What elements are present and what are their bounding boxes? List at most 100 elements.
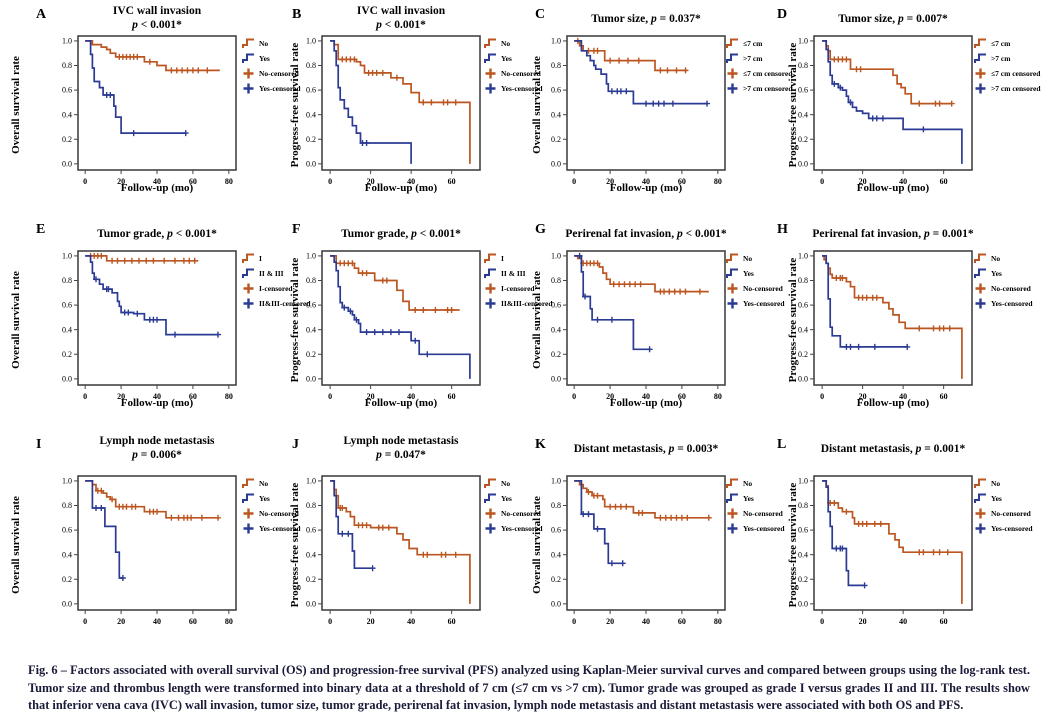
y-tick-label: 0.0 <box>62 374 72 383</box>
x-tick-label: 20 <box>859 617 867 626</box>
censor-marks-Yes <box>339 530 376 572</box>
legend-item: No <box>483 36 578 51</box>
legend-label: ≤7 cm <box>991 39 1011 48</box>
censored-plus-icon <box>243 83 254 94</box>
km-step-icon <box>484 478 496 488</box>
y-tick-label: 0.2 <box>62 135 72 144</box>
legend-label: Yes <box>501 54 512 63</box>
km-curve-Yes <box>574 255 650 351</box>
km-step-icon <box>726 38 738 48</box>
panel-C: C Tumor size, p = 0.037* Overall survival … <box>528 0 793 215</box>
km-step-icon <box>726 53 738 63</box>
km-curve-No <box>330 40 471 164</box>
legend-label: I-censored <box>501 284 535 293</box>
legend-label: Yes <box>501 494 512 503</box>
legend-item: Yes-censored <box>483 81 578 96</box>
x-tick-label: 40 <box>899 392 907 401</box>
km-curve-No <box>822 255 963 379</box>
panel-title: IVC wall invasion p < 0.001* <box>289 5 513 33</box>
x-tick-label: 40 <box>899 617 907 626</box>
panel-title: Tumor grade, p < 0.001* <box>45 220 269 242</box>
km-plot-D: 0.0 0.2 0.4 0.6 0.8 1.0 0 20 40 60 <box>798 35 973 186</box>
x-tick-label: 80 <box>714 392 722 401</box>
legend-item: No-censored <box>725 281 820 296</box>
censor-marks-Yes <box>103 92 189 137</box>
panel-title-text: Distant metastasis, p = 0.003* <box>573 443 719 455</box>
x-tick-label: 60 <box>189 617 197 626</box>
panel-title: Lymph node metastasis p = 0.047* <box>289 435 513 463</box>
legend-item: II & III <box>483 266 578 281</box>
y-tick-label: 0.4 <box>798 110 808 119</box>
legend-item: Yes-censored <box>973 296 1056 311</box>
x-tick-label: 40 <box>899 177 907 186</box>
x-tick-label: 0 <box>328 617 332 626</box>
panel-title-text: Distant metastasis, p = 0.001* <box>820 443 966 455</box>
x-tick-label: 80 <box>225 392 233 401</box>
panel-K: K Distant metastasis, p = 0.003* Overall s… <box>528 430 792 645</box>
panel-title: Distant metastasis, p = 0.001* <box>781 435 1005 457</box>
x-tick-label: 20 <box>606 392 614 401</box>
x-tick-label: 0 <box>328 392 332 401</box>
x-axis-label: Follow-up (mo) <box>856 182 930 194</box>
legend-B: No Yes No-censored Yes-censored <box>483 36 578 96</box>
y-tick-label: 0.8 <box>62 276 72 285</box>
km-curve-Yes <box>85 480 123 579</box>
x-tick-label: 0 <box>83 392 87 401</box>
panel-title-text: Perirenal fat invasion, p < 0.001* <box>565 228 727 240</box>
km-step-icon <box>242 268 254 278</box>
x-tick-label: 0 <box>83 177 87 186</box>
panel-title: Distant metastasis, p = 0.003* <box>534 435 758 457</box>
legend-H: No Yes No-censored Yes-censored <box>973 251 1056 311</box>
censor-marks-Yes <box>576 252 653 353</box>
plot-frame <box>566 475 726 611</box>
legend-I: No Yes No-censored Yes-censored <box>241 476 336 536</box>
censor-marks-Yes <box>833 545 868 589</box>
y-tick-label: 0.4 <box>306 110 316 119</box>
censored-plus-icon <box>975 283 986 294</box>
censored-plus-icon <box>975 523 986 534</box>
plot-frame <box>77 35 237 171</box>
km-curve-≤7 cm <box>822 40 952 105</box>
y-tick-label: 0.8 <box>306 276 316 285</box>
legend-label: No-censored <box>259 69 299 78</box>
legend-item: >7 cm censored <box>973 81 1056 96</box>
y-tick-label: 1.0 <box>798 37 808 46</box>
legend-label: No <box>259 479 269 488</box>
legend-item: I <box>483 251 578 266</box>
y-tick-label: 1.0 <box>62 477 72 486</box>
legend-L: No Yes No-censored Yes-censored <box>973 476 1056 536</box>
km-curve-II & III <box>330 255 471 379</box>
km-curve-Yes <box>822 480 865 587</box>
x-tick-label: 80 <box>714 177 722 186</box>
y-tick-label: 0.0 <box>62 159 72 168</box>
legend-label: No-censored <box>743 509 783 518</box>
legend-item: II&III-censored <box>241 296 336 311</box>
panel-title-text: IVC wall invasion <box>356 5 446 17</box>
legend-item: Yes <box>483 491 578 506</box>
legend-E: I II & III I-censored II&III-censored <box>241 251 336 311</box>
legend-label: II & III <box>259 269 284 278</box>
panel-I: I Lymph node metastasis p = 0.006* Overall … <box>0 430 301 645</box>
y-tick-label: 0.0 <box>551 159 561 168</box>
legend-label: Yes <box>743 269 754 278</box>
x-tick-label: 40 <box>407 177 415 186</box>
y-tick-label: 0.8 <box>798 61 808 70</box>
km-plot-B: 0.0 0.2 0.4 0.6 0.8 1.0 0 20 40 60 <box>306 35 481 186</box>
legend-label: No-censored <box>991 284 1031 293</box>
km-step-icon <box>974 493 986 503</box>
legend-D: ≤7 cm >7 cm ≤7 cm censored >7 cm censored <box>973 36 1056 96</box>
censor-marks-No <box>116 53 211 74</box>
censor-marks-No <box>833 275 953 332</box>
legend-label: I <box>501 254 504 263</box>
km-plot-L: 0.0 0.2 0.4 0.6 0.8 1.0 0 20 40 60 <box>798 475 973 626</box>
km-plot-C: 0.0 0.2 0.4 0.6 0.8 1.0 0 20 40 60 80 <box>551 35 726 186</box>
legend-item: No <box>483 476 578 491</box>
legend-item: II&III-censored <box>483 296 578 311</box>
x-tick-label: 0 <box>328 177 332 186</box>
panel-H: H Perirenal fat invasion, p = 0.001* Progr… <box>777 215 1056 430</box>
x-axis-label: Follow-up (mo) <box>364 182 438 194</box>
legend-C: ≤7 cm >7 cm ≤7 cm censored >7 cm censored <box>725 36 820 96</box>
censored-plus-icon <box>975 508 986 519</box>
legend-label: No-censored <box>501 509 541 518</box>
caption-text: Factors associated with overall survival… <box>28 663 1031 712</box>
